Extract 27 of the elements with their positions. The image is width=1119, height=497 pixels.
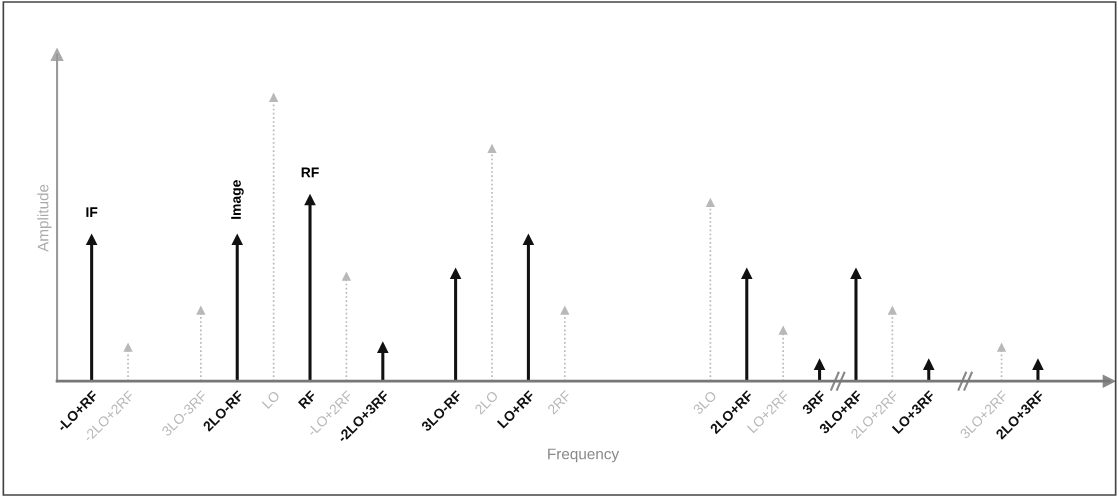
point [922, 358, 935, 370]
point [268, 92, 279, 102]
point [740, 267, 753, 280]
annotation: Image [231, 180, 244, 219]
point [377, 341, 389, 353]
point [996, 342, 1007, 352]
point [341, 271, 352, 281]
y-axis-title: Amplitude [37, 184, 52, 252]
point [487, 143, 497, 154]
point [1032, 358, 1044, 370]
point [449, 267, 462, 280]
point [850, 267, 862, 280]
annotation: RF [301, 167, 319, 178]
point [196, 305, 206, 315]
point [560, 305, 570, 315]
point [123, 342, 133, 352]
point [231, 233, 244, 246]
x-axis-title: Frequency [548, 448, 620, 463]
x-tick-label: LO [261, 390, 281, 410]
point [705, 197, 716, 207]
point [522, 233, 535, 246]
point [887, 305, 898, 315]
x-tick-label: 2LO [474, 390, 499, 415]
annotation: IF [86, 207, 98, 217]
point [85, 233, 98, 246]
point [813, 358, 826, 370]
point [778, 325, 788, 335]
